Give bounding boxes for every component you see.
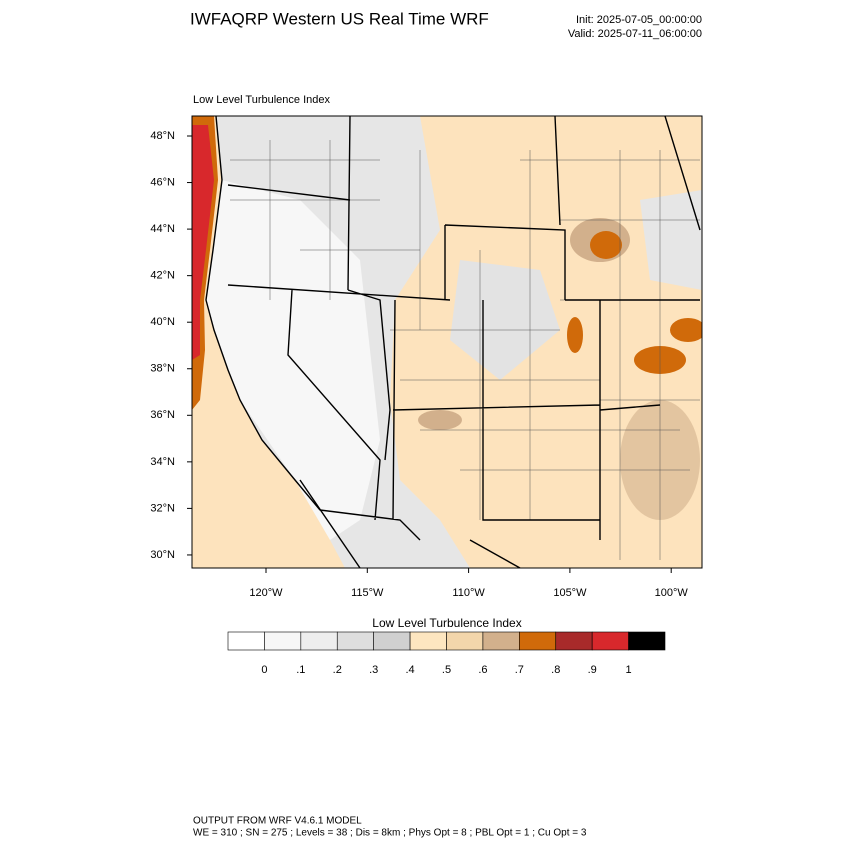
colorbar-label: .3: [369, 664, 378, 676]
colorbar-label: .5: [442, 664, 451, 676]
colorbar-box: [591, 631, 629, 651]
lat-label: 30°N: [150, 549, 175, 561]
colorbar-box: [409, 631, 447, 651]
colorbar-label: .8: [551, 664, 560, 676]
init-time: Init: 2025-07-05_00:00:00: [576, 14, 702, 26]
colorbar-box: [628, 631, 666, 651]
lat-label: 38°N: [150, 363, 175, 375]
colorbar-label: .1: [296, 664, 305, 676]
colorbar-label: 1: [626, 664, 632, 676]
lat-label: 48°N: [150, 130, 175, 142]
valid-time: Valid: 2025-07-11_06:00:00: [568, 28, 702, 40]
colorbar-label: .6: [478, 664, 487, 676]
lat-label: 40°N: [150, 316, 175, 328]
colorbar-label: .7: [515, 664, 524, 676]
colorbar-box: [446, 631, 484, 651]
colorbar-label: .4: [405, 664, 414, 676]
lon-label: 115°W: [351, 587, 384, 599]
colorbar-title: Low Level Turbulence Index: [372, 616, 521, 630]
colorbar-box: [336, 631, 374, 651]
colorbar-box: [264, 631, 302, 651]
map-title: Low Level Turbulence Index: [193, 94, 330, 106]
colorbar-label: 0: [261, 664, 267, 676]
main-title: IWFAQRP Western US Real Time WRF: [190, 9, 489, 28]
colorbar-box: [555, 631, 593, 651]
footer-line: WE = 310 ; SN = 275 ; Levels = 38 ; Dis …: [193, 828, 587, 839]
colorbar-box: [519, 631, 557, 651]
colorbar-label: .9: [588, 664, 597, 676]
lon-label: 110°W: [452, 587, 485, 599]
colorbar-box: [373, 631, 411, 651]
colorbar-box: [300, 631, 338, 651]
lat-label: 34°N: [150, 456, 175, 468]
lon-label: 105°W: [553, 587, 587, 599]
footer-line: OUTPUT FROM WRF V4.6.1 MODEL: [193, 816, 362, 827]
lon-label: 120°W: [249, 587, 283, 599]
colorbar-box: [227, 631, 265, 651]
lat-label: 42°N: [150, 270, 175, 282]
colorbar-label: .2: [333, 664, 342, 676]
lon-label: 100°W: [655, 587, 689, 599]
lat-label: 44°N: [150, 223, 175, 235]
lat-label: 36°N: [150, 409, 175, 421]
lat-label: 32°N: [150, 502, 175, 514]
colorbar-box: [482, 631, 520, 651]
lat-label: 46°N: [150, 176, 175, 188]
map: [191, 115, 703, 569]
